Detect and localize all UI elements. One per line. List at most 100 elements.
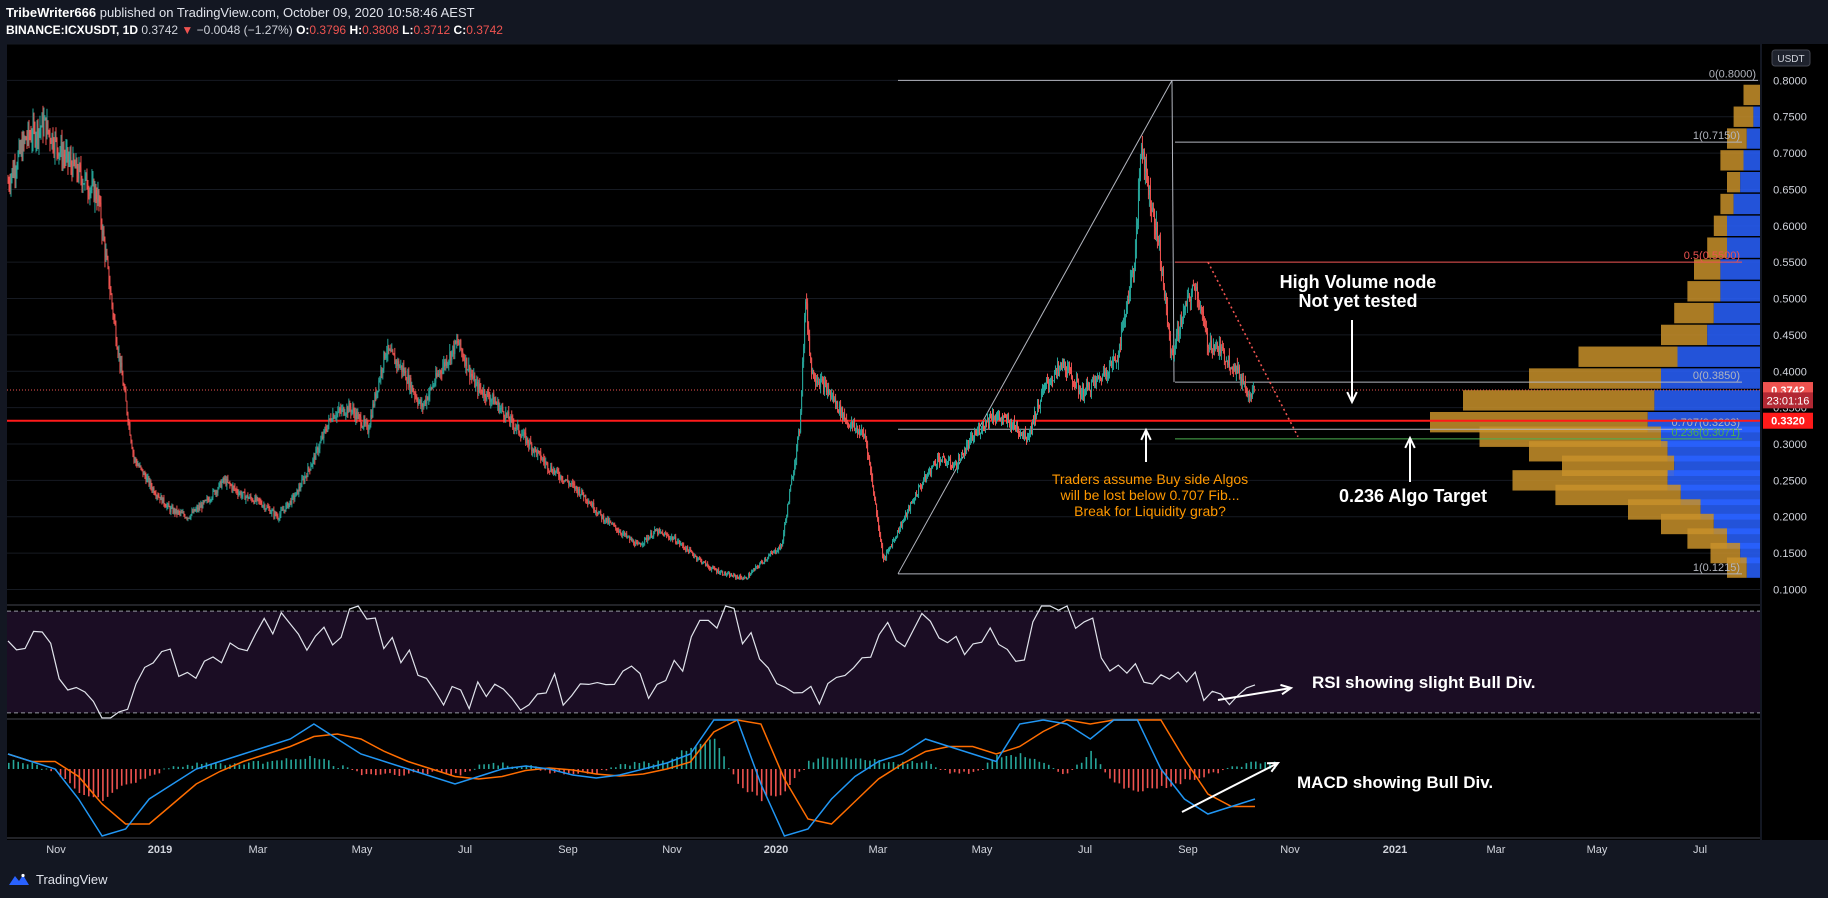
candle-body bbox=[320, 439, 322, 443]
candle-body bbox=[1185, 302, 1186, 307]
candle-body bbox=[624, 532, 626, 536]
macd-hist-bar bbox=[252, 761, 255, 769]
candle-body bbox=[1153, 207, 1154, 210]
candle-body bbox=[152, 488, 154, 491]
macd-hist-bar bbox=[97, 769, 100, 798]
candle-body bbox=[317, 447, 319, 453]
candle-body bbox=[1229, 368, 1231, 370]
candle-body bbox=[48, 130, 50, 133]
candle-body bbox=[16, 167, 18, 172]
macd-hist-bar bbox=[266, 761, 269, 769]
macd-hist-bar bbox=[1160, 769, 1163, 786]
candle-body bbox=[919, 485, 921, 488]
y-tick-label: 0.2000 bbox=[1773, 512, 1807, 524]
candle-body bbox=[652, 535, 654, 538]
macd-hist-bar bbox=[455, 769, 457, 774]
candle-body bbox=[360, 417, 362, 427]
candle-body bbox=[318, 448, 320, 453]
candle-body bbox=[507, 411, 509, 416]
candle-body bbox=[345, 413, 347, 415]
time-axis[interactable]: Nov 2019 Mar May Jul Sep Nov 2020 Mar May Jul Sep No… bbox=[7, 837, 1760, 856]
candle-body bbox=[146, 477, 148, 482]
macd-hist-bar bbox=[17, 761, 20, 769]
candle-body bbox=[844, 413, 846, 420]
candle-body bbox=[280, 510, 282, 515]
candle-body bbox=[868, 454, 870, 457]
macd-hist-bar bbox=[629, 765, 631, 769]
candle-body bbox=[1010, 419, 1011, 427]
macd-hist-bar bbox=[337, 768, 339, 770]
candle-body bbox=[296, 489, 298, 493]
macd-hist-bar bbox=[859, 758, 862, 769]
candle-body bbox=[304, 476, 306, 482]
candle-body bbox=[261, 504, 263, 507]
candle-body bbox=[34, 126, 36, 143]
symbol-label[interactable]: BINANCE:ICXUSDT, 1D bbox=[6, 23, 139, 37]
macd-hist-bar bbox=[139, 769, 142, 780]
candle-body bbox=[555, 470, 557, 473]
candle-body bbox=[366, 422, 368, 424]
candle-body bbox=[1154, 209, 1155, 228]
candle-body bbox=[477, 382, 479, 393]
macd-hist-bar bbox=[59, 769, 62, 777]
macd-hist-bar bbox=[1142, 769, 1144, 792]
candle-body bbox=[1040, 401, 1041, 409]
candle-body bbox=[103, 230, 105, 241]
candle-body bbox=[263, 505, 265, 507]
price-axis[interactable]: USDT0.80000.75000.70000.65000.60000.5500… bbox=[1762, 44, 1828, 840]
macd-arrow-shaft bbox=[1181, 762, 1279, 813]
macd-hist-bar bbox=[690, 747, 692, 769]
x-tick-label: Jul bbox=[1078, 844, 1092, 856]
candle-body bbox=[1177, 329, 1178, 335]
candle-body bbox=[515, 428, 517, 430]
candle-body bbox=[208, 499, 210, 502]
candle-body bbox=[338, 408, 340, 412]
candle-body bbox=[1205, 326, 1206, 329]
macd-hist-bar bbox=[666, 762, 669, 769]
macd-hist-bar bbox=[1085, 757, 1088, 769]
author-name[interactable]: TribeWriter666 bbox=[6, 5, 97, 20]
candle-body bbox=[908, 507, 910, 511]
macd-hist-bar bbox=[215, 762, 217, 769]
tradingview-logo[interactable]: TradingView bbox=[8, 872, 108, 887]
candle-body bbox=[918, 487, 920, 495]
candle-body bbox=[1182, 319, 1183, 325]
candle-body bbox=[557, 468, 559, 473]
candle-body bbox=[995, 419, 997, 421]
candle-body bbox=[574, 484, 576, 490]
candle-body bbox=[73, 155, 75, 164]
candle-body bbox=[813, 370, 815, 379]
candle-body bbox=[256, 497, 258, 501]
candle-body bbox=[298, 486, 300, 494]
candle-body bbox=[599, 511, 601, 513]
candle-body bbox=[492, 394, 494, 400]
macd-hist-bar bbox=[1118, 769, 1121, 784]
candle-body bbox=[831, 395, 833, 397]
candle-body bbox=[581, 489, 583, 495]
macd-hist-bar bbox=[836, 759, 838, 769]
candle-body bbox=[556, 468, 558, 471]
macd-hist-bar bbox=[186, 764, 189, 769]
candle-body bbox=[416, 396, 418, 401]
candle-body bbox=[99, 202, 101, 204]
candle-body bbox=[951, 465, 953, 467]
candle-body bbox=[952, 466, 954, 469]
candle-body bbox=[302, 478, 304, 480]
candle-body bbox=[619, 531, 621, 533]
candle-body bbox=[978, 428, 980, 431]
candle-body bbox=[413, 391, 415, 394]
candle-body bbox=[575, 486, 577, 490]
macd-hist-bar bbox=[986, 762, 989, 769]
candle-body bbox=[542, 458, 544, 460]
macd-hist-bar bbox=[1071, 769, 1074, 770]
candle-body bbox=[122, 375, 124, 386]
publish-date: published on TradingView.com, October 09… bbox=[99, 5, 475, 20]
candle-body bbox=[1247, 394, 1249, 396]
candle-body bbox=[996, 417, 998, 420]
candle-body bbox=[968, 444, 970, 448]
candle-body bbox=[974, 433, 976, 438]
macd-hist-bar bbox=[135, 769, 137, 783]
candle-body bbox=[58, 152, 60, 157]
candle-body bbox=[931, 468, 933, 474]
